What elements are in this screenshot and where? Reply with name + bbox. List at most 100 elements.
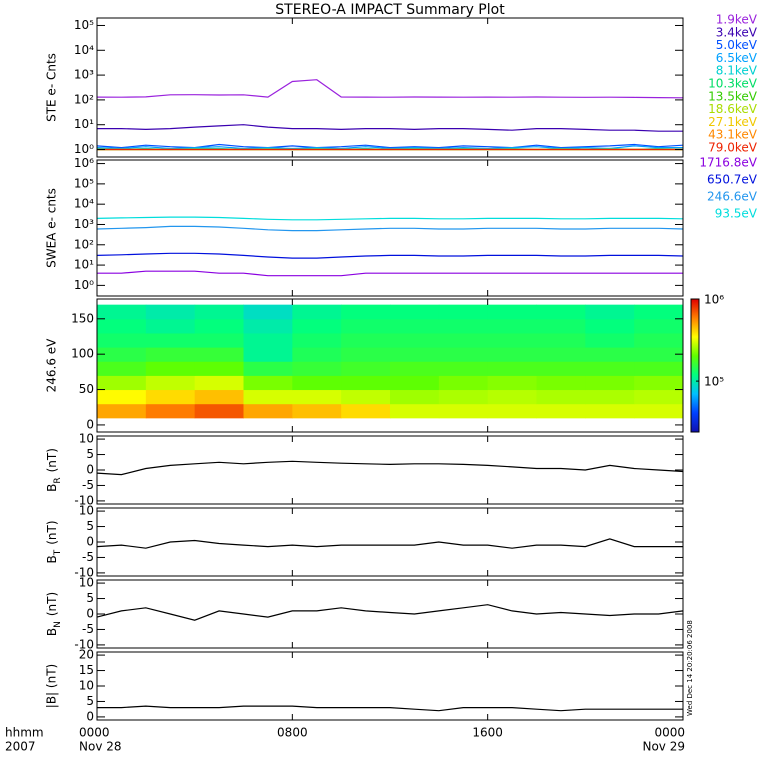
y-tick-label: 5 bbox=[86, 447, 94, 461]
heatmap-cell bbox=[194, 347, 244, 362]
colorbar-label: 10⁵ bbox=[704, 375, 724, 389]
heatmap-cell bbox=[390, 361, 440, 376]
x-tick-label: 0000 bbox=[654, 726, 685, 740]
y-axis-label: |B| (nT) bbox=[45, 664, 59, 708]
y-tick-label: 10 bbox=[79, 679, 94, 693]
legend-entry: 6.5keV bbox=[716, 51, 758, 65]
heatmap-cell bbox=[585, 332, 635, 348]
x-tick-label: 0800 bbox=[277, 726, 308, 740]
panel-frame bbox=[96, 298, 684, 433]
heatmap-cell bbox=[97, 389, 147, 405]
y-tick-label: 10⁵ bbox=[74, 18, 94, 32]
heatmap-cell bbox=[634, 361, 684, 376]
y-axis-label: BT (nT) bbox=[45, 520, 63, 563]
legend-entry: 79.0keV bbox=[708, 141, 758, 155]
heatmap-cell bbox=[438, 318, 489, 334]
heatmap-cell bbox=[292, 403, 342, 419]
heatmap-cell bbox=[292, 375, 342, 391]
legend-entry: 43.1keV bbox=[708, 128, 758, 142]
heatmap-cell bbox=[634, 332, 684, 348]
heatmap-cell bbox=[292, 304, 342, 320]
y-tick-label: 10¹ bbox=[74, 117, 94, 131]
legend-entry: 93.5eV bbox=[715, 207, 758, 221]
y-tick-label: 10² bbox=[74, 237, 94, 251]
heatmap-cell bbox=[536, 347, 586, 362]
heatmap-cell bbox=[585, 361, 635, 376]
heatmap-cell bbox=[390, 347, 440, 362]
heatmap-cell bbox=[487, 304, 537, 320]
y-label-main: B bbox=[45, 484, 59, 492]
colorbar bbox=[690, 298, 700, 433]
y-axis-label: SWEA e- cnts bbox=[45, 188, 59, 268]
y-tick-label: 0 bbox=[86, 535, 94, 549]
heatmap-cell bbox=[341, 361, 391, 376]
heatmap-cell bbox=[536, 403, 586, 419]
heatmap-cell bbox=[438, 389, 489, 405]
y-tick-label: 100 bbox=[71, 347, 94, 361]
heatmap-cell bbox=[487, 347, 537, 362]
data-line bbox=[96, 225, 684, 232]
y-tick-label: 10⁰ bbox=[74, 142, 94, 156]
heatmap-cell bbox=[97, 347, 147, 362]
heatmap-cell bbox=[243, 332, 293, 348]
y-tick-label: 10³ bbox=[74, 217, 94, 231]
panel-frame bbox=[96, 435, 684, 505]
heatmap-cell bbox=[292, 318, 342, 334]
y-tick-label: 0 bbox=[86, 709, 94, 723]
y-tick-label: 10⁵ bbox=[74, 176, 94, 190]
heatmap-cell bbox=[390, 389, 440, 405]
heatmap-cell bbox=[585, 347, 635, 362]
heatmap-cell bbox=[634, 375, 684, 391]
heatmap-cell bbox=[194, 389, 244, 405]
data-line bbox=[96, 604, 684, 621]
heatmap-cell bbox=[438, 332, 489, 348]
heatmap-cell bbox=[97, 304, 147, 320]
heatmap-cell bbox=[145, 389, 196, 405]
legend-entry: 27.1keV bbox=[708, 115, 758, 129]
heatmap-cell bbox=[438, 375, 489, 391]
x-tick-label: 1600 bbox=[472, 726, 503, 740]
heatmap-cell bbox=[390, 375, 440, 391]
heatmap-cell bbox=[487, 332, 537, 348]
y-tick-label: 10¹ bbox=[74, 258, 94, 272]
y-tick-label: 5 bbox=[86, 519, 94, 533]
heatmap-cell bbox=[145, 403, 196, 419]
y-tick-label: -5 bbox=[82, 622, 94, 636]
heatmap-cell bbox=[243, 347, 293, 362]
plot-title: STEREO-A IMPACT Summary Plot bbox=[275, 2, 505, 18]
heatmap-cell bbox=[243, 389, 293, 405]
y-axis-label: BN (nT) bbox=[45, 592, 63, 636]
y-tick-label: 10 bbox=[79, 576, 94, 590]
legend-entry: 18.6keV bbox=[708, 102, 758, 116]
heatmap-cell bbox=[536, 375, 586, 391]
heatmap-cell bbox=[487, 375, 537, 391]
heatmap-cell bbox=[341, 375, 391, 391]
data-line bbox=[97, 270, 683, 277]
footnote: Wed Dec 14 20:20:06 2008 bbox=[686, 620, 694, 716]
heatmap-cell bbox=[243, 304, 293, 320]
data-line bbox=[96, 252, 684, 259]
heatmap-cell bbox=[292, 347, 342, 362]
heatmap-cell bbox=[487, 389, 537, 405]
legend-entry: 246.6eV bbox=[707, 190, 758, 204]
heatmap-cell bbox=[487, 318, 537, 334]
heatmap-cell bbox=[292, 389, 342, 405]
y-tick-label: 5 bbox=[86, 694, 94, 708]
legend-entry: 10.3keV bbox=[708, 77, 758, 91]
x-date-label: Nov 28 bbox=[79, 740, 122, 754]
y-tick-label: -5 bbox=[82, 550, 94, 564]
y-axis-label: BR (nT) bbox=[45, 448, 63, 492]
data-line bbox=[96, 79, 684, 99]
heatmap-cell bbox=[145, 361, 196, 376]
heatmap-cell bbox=[634, 304, 684, 320]
y-label-main: B bbox=[45, 628, 59, 636]
heatmap-cell bbox=[243, 361, 293, 376]
data-line bbox=[96, 538, 683, 549]
heatmap-cell bbox=[194, 318, 244, 334]
heatmap-cell bbox=[390, 332, 440, 348]
heatmap-cell bbox=[243, 375, 293, 391]
panel-frame bbox=[96, 507, 684, 577]
y-tick-label: -10 bbox=[74, 637, 94, 651]
heatmap-cell bbox=[341, 403, 391, 419]
heatmap-cell bbox=[145, 347, 196, 362]
